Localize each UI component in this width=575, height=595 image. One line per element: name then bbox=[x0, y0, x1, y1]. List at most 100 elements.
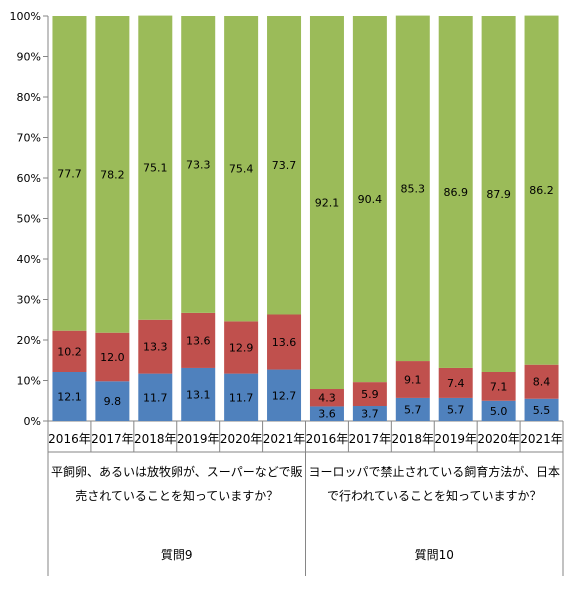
bar-segment bbox=[52, 371, 87, 421]
data-label: 77.7 bbox=[57, 167, 82, 180]
question-text: 平飼卵、あるいは放牧卵が、スーパーなどで販 bbox=[51, 464, 302, 479]
data-label: 5.9 bbox=[361, 388, 379, 401]
bar-segment bbox=[309, 406, 344, 421]
y-tick-label: 20% bbox=[17, 334, 41, 347]
y-tick-label: 60% bbox=[17, 172, 41, 185]
category-label: 2021年 bbox=[263, 432, 306, 446]
data-label: 11.7 bbox=[143, 391, 168, 404]
data-label: 85.3 bbox=[401, 182, 426, 195]
bar-segment bbox=[138, 15, 173, 320]
data-label: 12.9 bbox=[229, 341, 254, 354]
bar-segment bbox=[138, 373, 173, 421]
question-text: で行われていることを知っていますか？ bbox=[327, 489, 541, 503]
category-label: 2017年 bbox=[91, 432, 134, 446]
data-label: 86.9 bbox=[443, 186, 468, 199]
y-tick-label: 0% bbox=[24, 415, 41, 428]
bar-segment bbox=[224, 373, 259, 421]
data-label: 9.1 bbox=[404, 373, 422, 386]
bar-segment bbox=[95, 381, 130, 421]
data-label: 5.0 bbox=[490, 405, 508, 418]
data-label: 5.7 bbox=[447, 403, 465, 416]
data-label: 5.7 bbox=[404, 403, 422, 416]
bar-layer bbox=[52, 15, 559, 421]
category-label: 2021年 bbox=[520, 432, 563, 446]
category-label: 2018年 bbox=[134, 432, 177, 446]
data-label: 3.7 bbox=[361, 408, 379, 421]
category-label: 2016年 bbox=[306, 432, 349, 446]
bar-segment bbox=[95, 332, 130, 382]
bar-segment bbox=[481, 400, 516, 421]
data-label: 12.1 bbox=[57, 390, 82, 403]
bar-segment bbox=[481, 371, 516, 401]
y-tick-label: 50% bbox=[17, 213, 41, 226]
data-label: 7.4 bbox=[447, 377, 465, 390]
category-label: 2016年 bbox=[48, 432, 91, 446]
y-tick-label: 100% bbox=[10, 10, 41, 23]
y-tick-label: 90% bbox=[17, 51, 41, 64]
category-label: 2019年 bbox=[177, 432, 220, 446]
category-label: 2019年 bbox=[434, 432, 477, 446]
data-label: 11.7 bbox=[229, 391, 254, 404]
bar-segment bbox=[138, 319, 173, 374]
data-label: 75.1 bbox=[143, 162, 168, 175]
bar-segment bbox=[352, 16, 387, 383]
data-label: 13.6 bbox=[186, 334, 211, 347]
category-label: 2020年 bbox=[220, 432, 263, 446]
data-label: 86.2 bbox=[529, 184, 554, 197]
data-label: 12.7 bbox=[272, 389, 297, 402]
bar-segment bbox=[438, 16, 473, 368]
bar-segment bbox=[181, 312, 216, 368]
bar-segment bbox=[309, 389, 344, 407]
data-label: 13.1 bbox=[186, 388, 211, 401]
bar-segment bbox=[224, 16, 259, 322]
bar-segment bbox=[352, 406, 387, 421]
axis-layer: 0% 10% 20% 30% 40% 50% 60% 70% 80% 90% 100% bbox=[10, 10, 564, 576]
data-label: 5.5 bbox=[533, 404, 551, 417]
bar-segment bbox=[267, 369, 302, 421]
bar-segment bbox=[181, 367, 216, 421]
question-text: 売されていることを知っていますか？ bbox=[75, 488, 278, 503]
bar-segment bbox=[52, 16, 87, 331]
data-label: 13.6 bbox=[272, 336, 297, 349]
bar-segment bbox=[524, 15, 559, 365]
data-label: 78.2 bbox=[100, 168, 125, 181]
bar-segment bbox=[524, 364, 559, 399]
bar-segment bbox=[267, 16, 302, 315]
y-tick-label: 40% bbox=[17, 253, 41, 266]
category-label: 2020年 bbox=[477, 432, 520, 446]
group-label: 質問9 bbox=[161, 547, 193, 562]
y-tick-label: 80% bbox=[17, 91, 41, 104]
data-label: 3.6 bbox=[318, 408, 336, 421]
data-label: 10.2 bbox=[57, 345, 82, 358]
y-tick-label: 70% bbox=[17, 132, 41, 145]
label-layer: 12.1 10.2 77.7 9.8 12.0 78.2 11.7 13.3 75.1 13.1 1… bbox=[57, 158, 554, 420]
category-label: 2018年 bbox=[392, 432, 435, 446]
data-label: 13.3 bbox=[143, 341, 168, 354]
data-label: 73.7 bbox=[272, 159, 297, 172]
category-label: 2017年 bbox=[349, 432, 392, 446]
y-tick-label: 10% bbox=[17, 375, 41, 388]
bar-segment bbox=[395, 397, 430, 421]
bar-segment bbox=[224, 321, 259, 374]
bar-segment bbox=[95, 16, 130, 333]
data-label: 90.4 bbox=[358, 193, 383, 206]
data-label: 8.4 bbox=[533, 376, 551, 389]
group-label: 質問10 bbox=[415, 547, 454, 562]
bar-segment bbox=[181, 16, 216, 313]
bar-segment bbox=[352, 382, 387, 407]
data-label: 87.9 bbox=[486, 188, 511, 201]
bar-segment bbox=[438, 367, 473, 398]
bar-segment bbox=[395, 361, 430, 398]
bar-segment bbox=[481, 16, 516, 372]
data-label: 12.0 bbox=[100, 351, 125, 364]
data-label: 9.8 bbox=[104, 395, 122, 408]
data-label: 92.1 bbox=[315, 197, 340, 210]
bar-segment bbox=[267, 314, 302, 370]
data-label: 7.1 bbox=[490, 380, 508, 393]
y-tick-label: 30% bbox=[17, 294, 41, 307]
data-label: 73.3 bbox=[186, 158, 211, 171]
bar-segment bbox=[309, 16, 344, 390]
bar-segment bbox=[438, 397, 473, 421]
bar-segment bbox=[395, 15, 430, 362]
